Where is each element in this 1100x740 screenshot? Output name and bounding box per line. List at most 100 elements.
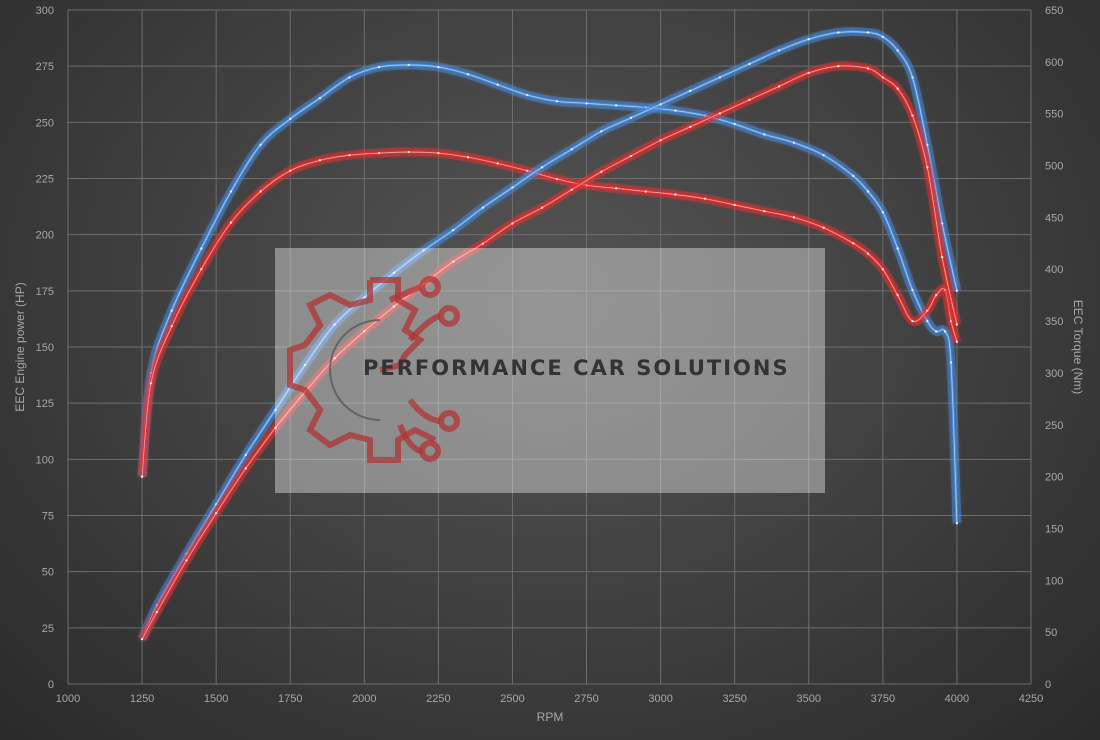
left-tick-label: 225 (36, 174, 54, 186)
series-point (229, 221, 233, 224)
x-tick-label: 2750 (574, 693, 598, 705)
right-tick-label: 500 (1045, 161, 1063, 173)
series-point (911, 76, 914, 79)
series-point (955, 340, 959, 344)
series-point (452, 260, 455, 263)
series-point (274, 426, 277, 430)
series-point (866, 252, 870, 255)
series-point (896, 49, 899, 52)
left-tick-label: 125 (36, 398, 54, 410)
left-tick-label: 100 (36, 454, 54, 466)
series-point (274, 408, 277, 412)
series-point (214, 503, 218, 506)
right-tick-label: 300 (1045, 368, 1063, 380)
series-point (949, 319, 953, 323)
series-point (644, 106, 647, 109)
series-point (185, 559, 188, 562)
series-point (155, 604, 159, 607)
series-point (140, 637, 144, 641)
left-tick-label: 150 (36, 342, 54, 354)
gear-circuit-logo (287, 276, 460, 463)
series-point (629, 154, 633, 158)
series-point (600, 170, 603, 173)
series-point (318, 159, 322, 162)
series-point (733, 203, 736, 207)
x-tick-label: 2250 (426, 693, 450, 705)
series-point (748, 62, 751, 66)
x-tick-label: 1000 (56, 693, 80, 705)
series-point (763, 133, 766, 136)
series-point (689, 89, 692, 93)
series-point (185, 552, 188, 555)
series-point (943, 288, 947, 292)
left-tick-label: 175 (36, 286, 54, 298)
series-point (348, 153, 351, 157)
right-tick-label: 100 (1045, 575, 1063, 587)
x-tick-label: 2000 (352, 693, 376, 705)
series-point (940, 255, 944, 259)
series-point (674, 193, 677, 196)
series-point (289, 169, 292, 172)
watermark-box (275, 248, 825, 493)
series-point (259, 190, 262, 193)
series-point (318, 96, 322, 100)
series-point (511, 186, 514, 189)
series-point (881, 211, 885, 214)
right-tick-label: 250 (1045, 420, 1063, 432)
watermark: PERFORMANCE CAR SOLUTIONS (275, 248, 825, 493)
right-tick-label: 600 (1045, 57, 1063, 69)
series-point (659, 103, 662, 106)
series-point (363, 330, 366, 333)
series-point (303, 363, 307, 367)
series-point (896, 247, 899, 250)
series-point (540, 206, 544, 209)
series-point (934, 293, 938, 297)
series-point (926, 319, 929, 323)
series-point (570, 148, 573, 151)
left-axis-ticks: 0 25 50 75 100 125 150 175 200 225 250 275 300 (36, 5, 54, 691)
right-tick-label: 150 (1045, 523, 1063, 535)
series-point (866, 190, 870, 193)
series-point (422, 249, 425, 252)
series-point (540, 166, 544, 169)
series-point (348, 76, 351, 79)
series-point (407, 63, 410, 67)
series-point (377, 65, 381, 69)
x-tick-label: 3750 (871, 693, 895, 705)
x-tick-label: 2500 (500, 693, 524, 705)
series-point (807, 38, 810, 41)
series-point (466, 156, 470, 159)
left-tick-label: 250 (36, 117, 54, 129)
series-point (955, 522, 959, 525)
series-point (140, 475, 144, 478)
series-point (777, 85, 781, 88)
series-point (259, 143, 262, 146)
series-point (629, 116, 633, 120)
series-point (881, 76, 885, 79)
series-point (481, 242, 485, 245)
series (137, 27, 962, 642)
x-tick-label: 1250 (130, 693, 154, 705)
series-point (911, 288, 914, 292)
series-point (911, 319, 914, 323)
series-point (896, 87, 899, 90)
series-point (926, 143, 929, 146)
x-axis-ticks: 1000 1250 1500 1750 2000 2250 2500 2750 3000 3250… (56, 693, 1043, 705)
right-tick-label: 0 (1045, 679, 1051, 691)
series-point (689, 125, 692, 129)
right-tick-label: 650 (1045, 5, 1063, 17)
series-point (392, 305, 396, 308)
series-point (703, 114, 707, 117)
series-point (822, 226, 825, 229)
series-point (718, 112, 722, 115)
right-tick-label: 550 (1045, 109, 1063, 121)
series-point (149, 382, 153, 385)
series-point (570, 188, 573, 191)
series-point (333, 323, 336, 326)
series-point (703, 197, 707, 200)
series-point (644, 190, 647, 193)
series-point (949, 361, 953, 364)
series-point (659, 139, 662, 142)
right-tick-label: 450 (1045, 212, 1063, 224)
